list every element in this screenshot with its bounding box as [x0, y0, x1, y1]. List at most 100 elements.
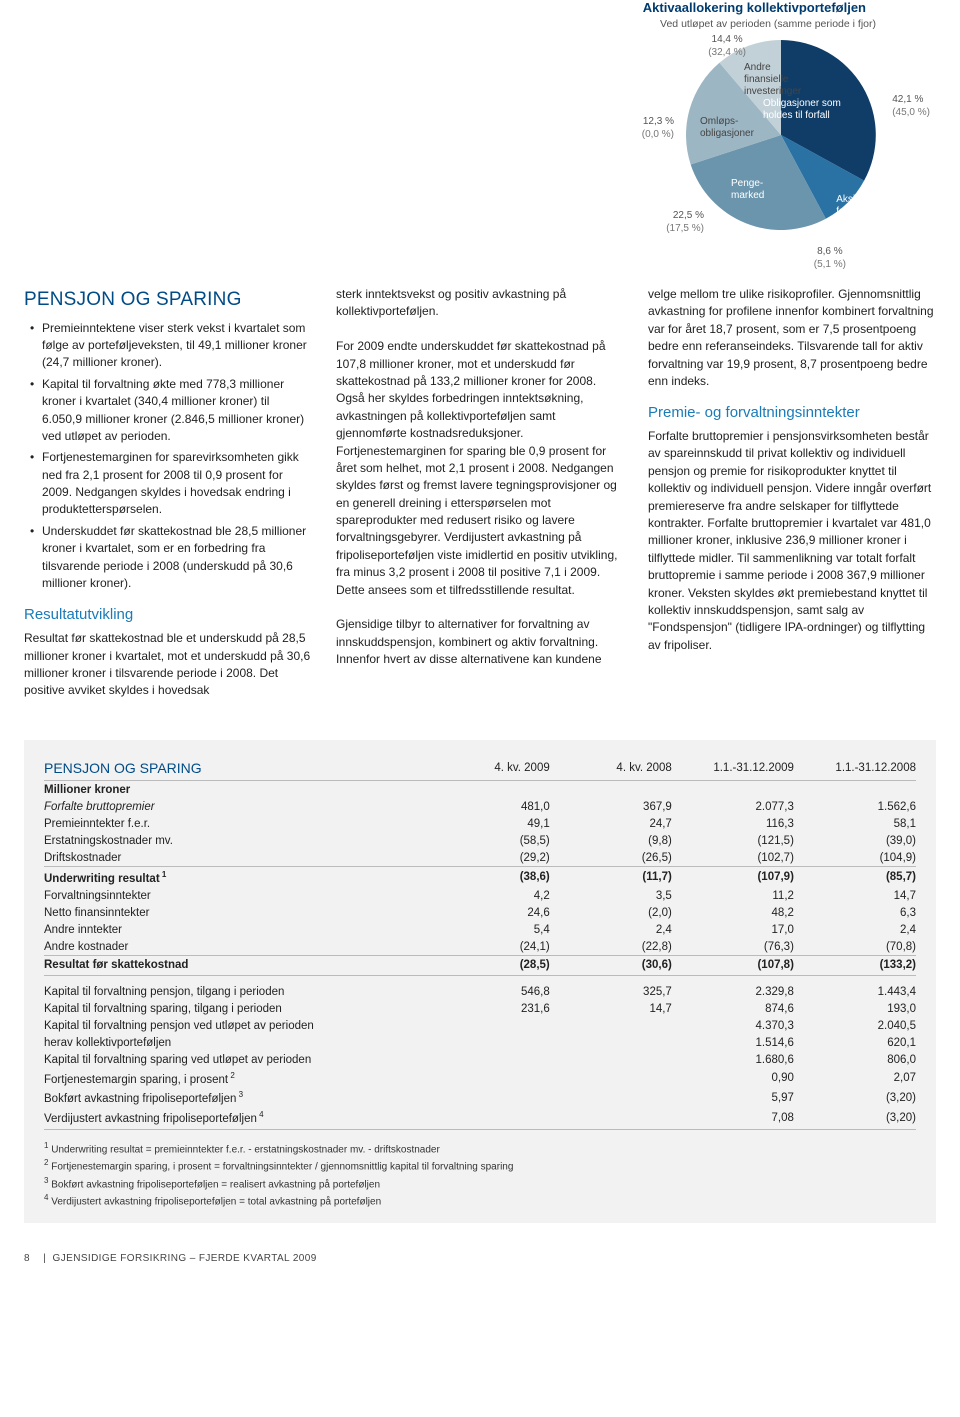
- cell-value: 5,4: [428, 921, 550, 938]
- cell-value: 7,08: [672, 1108, 794, 1130]
- table-unit: Millioner kroner: [44, 781, 916, 799]
- row-label: Erstatningskostnader mv.: [44, 832, 428, 849]
- bullet: Underskuddet før skattekostnad ble 28,5 …: [30, 523, 312, 593]
- pct-label-aksje: 8,6 %(5,1 %): [814, 246, 846, 271]
- bullet: Premieinntektene viser sterk vekst i kva…: [30, 320, 312, 372]
- paragraph: velge mellom tre ulike risikoprofiler. G…: [648, 286, 936, 390]
- cell-value: 2.040,5: [794, 1017, 916, 1034]
- footer-text: GJENSIDIGE FORSIKRING – FJERDE KVARTAL 2…: [53, 1253, 317, 1264]
- cell-value: (102,7): [672, 849, 794, 867]
- body-columns: PENSJON OG SPARING Premieinntektene vise…: [24, 286, 936, 700]
- cell-value: 58,1: [794, 815, 916, 832]
- row-label: Kapital til forvaltning sparing, tilgang…: [44, 1000, 428, 1017]
- cell-value: [550, 1108, 672, 1130]
- row-label: Andre kostnader: [44, 938, 428, 956]
- row-label: herav kollektivporteføljen: [44, 1034, 428, 1051]
- table-footnotes: 1 Underwriting resultat = premieinntekte…: [44, 1140, 916, 1209]
- pct-label-omlops: 12,3 %(0,0 %): [642, 116, 674, 141]
- cell-value: 2,07: [794, 1068, 916, 1088]
- cell-value: (30,6): [550, 956, 672, 976]
- cell-value: (2,0): [550, 904, 672, 921]
- subheading-resultat: Resultatutvikling: [24, 604, 312, 626]
- seg-label-pengemarked: Penge-marked: [731, 178, 764, 202]
- cell-value: 14,7: [550, 1000, 672, 1017]
- cell-value: (11,7): [550, 867, 672, 887]
- cell-value: 14,7: [794, 887, 916, 904]
- pct-label-penge: 22,5 %(17,5 %): [666, 210, 704, 235]
- cell-value: (29,2): [428, 849, 550, 867]
- table-row: Bokført avkastning fripoliseporteføljen …: [44, 1088, 916, 1108]
- cell-value: (58,5): [428, 832, 550, 849]
- table-row: Kapital til forvaltning sparing, tilgang…: [44, 1000, 916, 1017]
- cell-value: (104,9): [794, 849, 916, 867]
- paragraph: For 2009 endte underskuddet før skatteko…: [336, 338, 624, 599]
- row-label: Kapital til forvaltning pensjon, tilgang…: [44, 983, 428, 1000]
- row-label: Fortjenestemargin sparing, i prosent 2: [44, 1068, 428, 1088]
- cell-value: (9,8): [550, 832, 672, 849]
- footnote: 2 Fortjenestemargin sparing, i prosent =…: [44, 1157, 916, 1174]
- cell-value: 620,1: [794, 1034, 916, 1051]
- bullet-list: Premieinntektene viser sterk vekst i kva…: [30, 320, 312, 593]
- table-row: Forvaltningsinntekter4,23,511,214,7: [44, 887, 916, 904]
- cell-value: (26,5): [550, 849, 672, 867]
- cell-value: [428, 1108, 550, 1130]
- footnote: 4 Verdijustert avkastning fripoliseporte…: [44, 1192, 916, 1209]
- cell-value: 4,2: [428, 887, 550, 904]
- row-label: Forfalte bruttopremier: [44, 798, 428, 815]
- footnote: 1 Underwriting resultat = premieinntekte…: [44, 1140, 916, 1157]
- cell-value: (3,20): [794, 1088, 916, 1108]
- cell-value: [428, 1088, 550, 1108]
- table-row: Resultat før skattekostnad(28,5)(30,6)(1…: [44, 956, 916, 976]
- cell-value: 806,0: [794, 1051, 916, 1068]
- table-row: Netto finansinntekter24,6(2,0)48,26,3: [44, 904, 916, 921]
- row-label: Resultat før skattekostnad: [44, 956, 428, 976]
- table-row: Fortjenestemargin sparing, i prosent 20,…: [44, 1068, 916, 1088]
- pie-chart: Obligasjoner som holdes til forfall Aksj…: [686, 40, 876, 230]
- paragraph: sterk inntektsvekst og positiv avkastnin…: [336, 286, 624, 321]
- cell-value: 367,9: [550, 798, 672, 815]
- col-header: 4. kv. 2008: [550, 758, 672, 781]
- cell-value: [428, 1051, 550, 1068]
- bullet: Kapital til forvaltning økte med 778,3 m…: [30, 376, 312, 446]
- cell-value: [550, 1088, 672, 1108]
- cell-value: 5,97: [672, 1088, 794, 1108]
- page-footer: 8 | GJENSIDIGE FORSIKRING – FJERDE KVART…: [24, 1253, 936, 1264]
- cell-value: [550, 1034, 672, 1051]
- cell-value: (133,2): [794, 956, 916, 976]
- chart-subtitle: Ved utløpet av perioden (samme periode i…: [660, 18, 876, 30]
- cell-value: (39,0): [794, 832, 916, 849]
- bullet: Fortjenestemarginen for sparevirksomhete…: [30, 449, 312, 519]
- cell-value: (107,8): [672, 956, 794, 976]
- table-title: PENSJON OG SPARING: [44, 758, 428, 781]
- pie-chart-panel: Aktivaallokering kollektivporteføljen Ve…: [24, 0, 936, 280]
- cell-value: (28,5): [428, 956, 550, 976]
- cell-value: [428, 1017, 550, 1034]
- cell-value: 24,6: [428, 904, 550, 921]
- cell-value: 11,2: [672, 887, 794, 904]
- cell-value: 1.562,6: [794, 798, 916, 815]
- cell-value: [550, 1051, 672, 1068]
- cell-value: 2.329,8: [672, 983, 794, 1000]
- cell-value: (22,8): [550, 938, 672, 956]
- paragraph: Forfalte bruttopremier i pensjonsvirksom…: [648, 428, 936, 654]
- cell-value: (107,9): [672, 867, 794, 887]
- cell-value: [428, 1068, 550, 1088]
- table-row: Premieinntekter f.e.r.49,124,7116,358,1: [44, 815, 916, 832]
- cell-value: [550, 1068, 672, 1088]
- section-heading: PENSJON OG SPARING: [24, 286, 312, 314]
- cell-value: 1.514,6: [672, 1034, 794, 1051]
- cell-value: 1.680,6: [672, 1051, 794, 1068]
- cell-value: (121,5): [672, 832, 794, 849]
- cell-value: 6,3: [794, 904, 916, 921]
- footnote: 3 Bokført avkastning fripoliseportefølje…: [44, 1175, 916, 1192]
- seg-label-andre: Andre finansielle investeringer: [744, 62, 814, 98]
- cell-value: (85,7): [794, 867, 916, 887]
- cell-value: 49,1: [428, 815, 550, 832]
- cell-value: 1.443,4: [794, 983, 916, 1000]
- row-label: Kapital til forvaltning pensjon ved utlø…: [44, 1017, 428, 1034]
- cell-value: 17,0: [672, 921, 794, 938]
- cell-value: 193,0: [794, 1000, 916, 1017]
- cell-value: 48,2: [672, 904, 794, 921]
- cell-value: (3,20): [794, 1108, 916, 1130]
- table-row: Forfalte bruttopremier481,0367,92.077,31…: [44, 798, 916, 815]
